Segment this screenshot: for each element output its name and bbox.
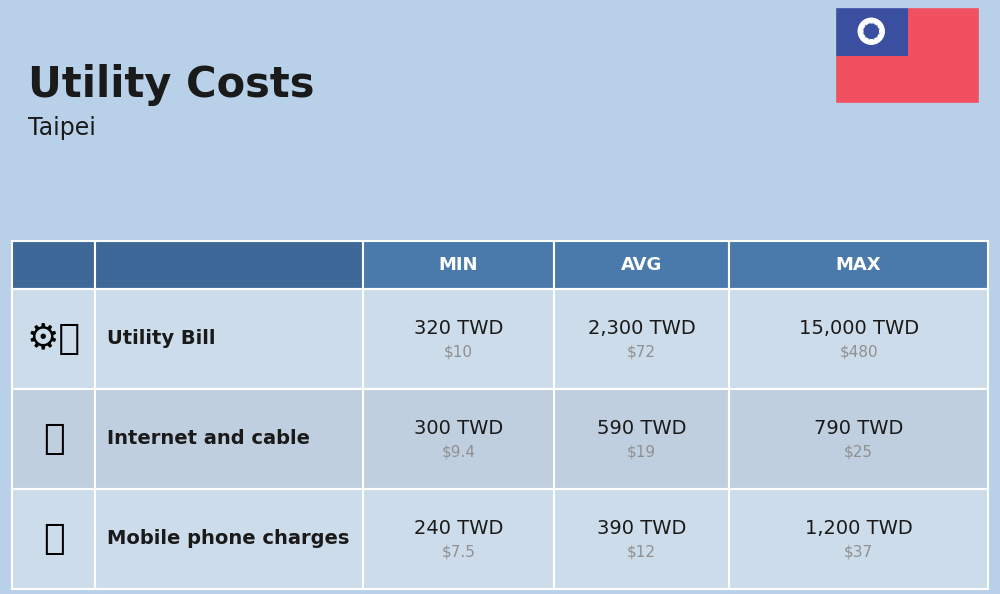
Text: 790 TWD: 790 TWD	[814, 419, 903, 438]
Polygon shape	[869, 39, 873, 44]
Text: AVG: AVG	[621, 256, 662, 274]
Bar	[729, 489, 988, 589]
FancyBboxPatch shape	[832, 4, 983, 107]
Bar	[554, 241, 729, 289]
Text: 2,300 TWD: 2,300 TWD	[588, 320, 695, 339]
Bar	[95, 389, 363, 489]
Polygon shape	[865, 37, 869, 43]
Polygon shape	[865, 20, 869, 26]
Text: $25: $25	[844, 444, 873, 460]
Text: 1,200 TWD: 1,200 TWD	[805, 520, 913, 539]
Polygon shape	[879, 29, 884, 33]
Bar	[95, 241, 363, 289]
Bar	[729, 289, 988, 389]
Text: Utility Bill: Utility Bill	[107, 330, 215, 349]
Text: $37: $37	[844, 545, 873, 560]
Text: 300 TWD: 300 TWD	[414, 419, 503, 438]
Polygon shape	[877, 25, 883, 29]
Text: 390 TWD: 390 TWD	[597, 520, 686, 539]
Bar	[12, 241, 95, 289]
Bar	[95, 489, 363, 589]
Bar	[12, 389, 95, 489]
Text: 15,000 TWD: 15,000 TWD	[799, 320, 919, 339]
Bar	[363, 389, 554, 489]
Text: $12: $12	[627, 545, 656, 560]
Bar	[12, 289, 95, 389]
Text: $19: $19	[627, 444, 656, 460]
Text: $7.5: $7.5	[442, 545, 475, 560]
Text: Taipei: Taipei	[28, 116, 96, 140]
Text: $480: $480	[839, 345, 878, 359]
Text: MIN: MIN	[439, 256, 478, 274]
Text: 590 TWD: 590 TWD	[597, 419, 686, 438]
Bar	[554, 389, 729, 489]
Bar	[729, 389, 988, 489]
Bar	[95, 289, 363, 389]
Bar	[12, 489, 95, 589]
Bar	[554, 289, 729, 389]
Bar	[363, 489, 554, 589]
Circle shape	[858, 18, 884, 44]
Circle shape	[863, 23, 879, 39]
Polygon shape	[835, 7, 908, 55]
Polygon shape	[869, 18, 873, 24]
Polygon shape	[860, 25, 866, 29]
Bar	[363, 241, 554, 289]
Bar	[729, 241, 988, 289]
Text: ⚙🔌: ⚙🔌	[26, 322, 80, 356]
Bar	[554, 489, 729, 589]
Text: Mobile phone charges: Mobile phone charges	[107, 529, 349, 548]
Polygon shape	[858, 29, 864, 33]
Polygon shape	[860, 33, 866, 38]
Text: 320 TWD: 320 TWD	[414, 320, 503, 339]
Text: 📶: 📶	[43, 422, 64, 456]
Bar	[363, 289, 554, 389]
Text: MAX: MAX	[836, 256, 881, 274]
Text: Internet and cable: Internet and cable	[107, 429, 310, 448]
Text: $9.4: $9.4	[442, 444, 476, 460]
Text: Utility Costs: Utility Costs	[28, 64, 314, 106]
Polygon shape	[877, 33, 883, 38]
Text: 📱: 📱	[43, 522, 64, 556]
Text: $72: $72	[627, 345, 656, 359]
Polygon shape	[873, 37, 878, 43]
Text: 240 TWD: 240 TWD	[414, 520, 503, 539]
Polygon shape	[873, 20, 878, 26]
Text: $10: $10	[444, 345, 473, 359]
